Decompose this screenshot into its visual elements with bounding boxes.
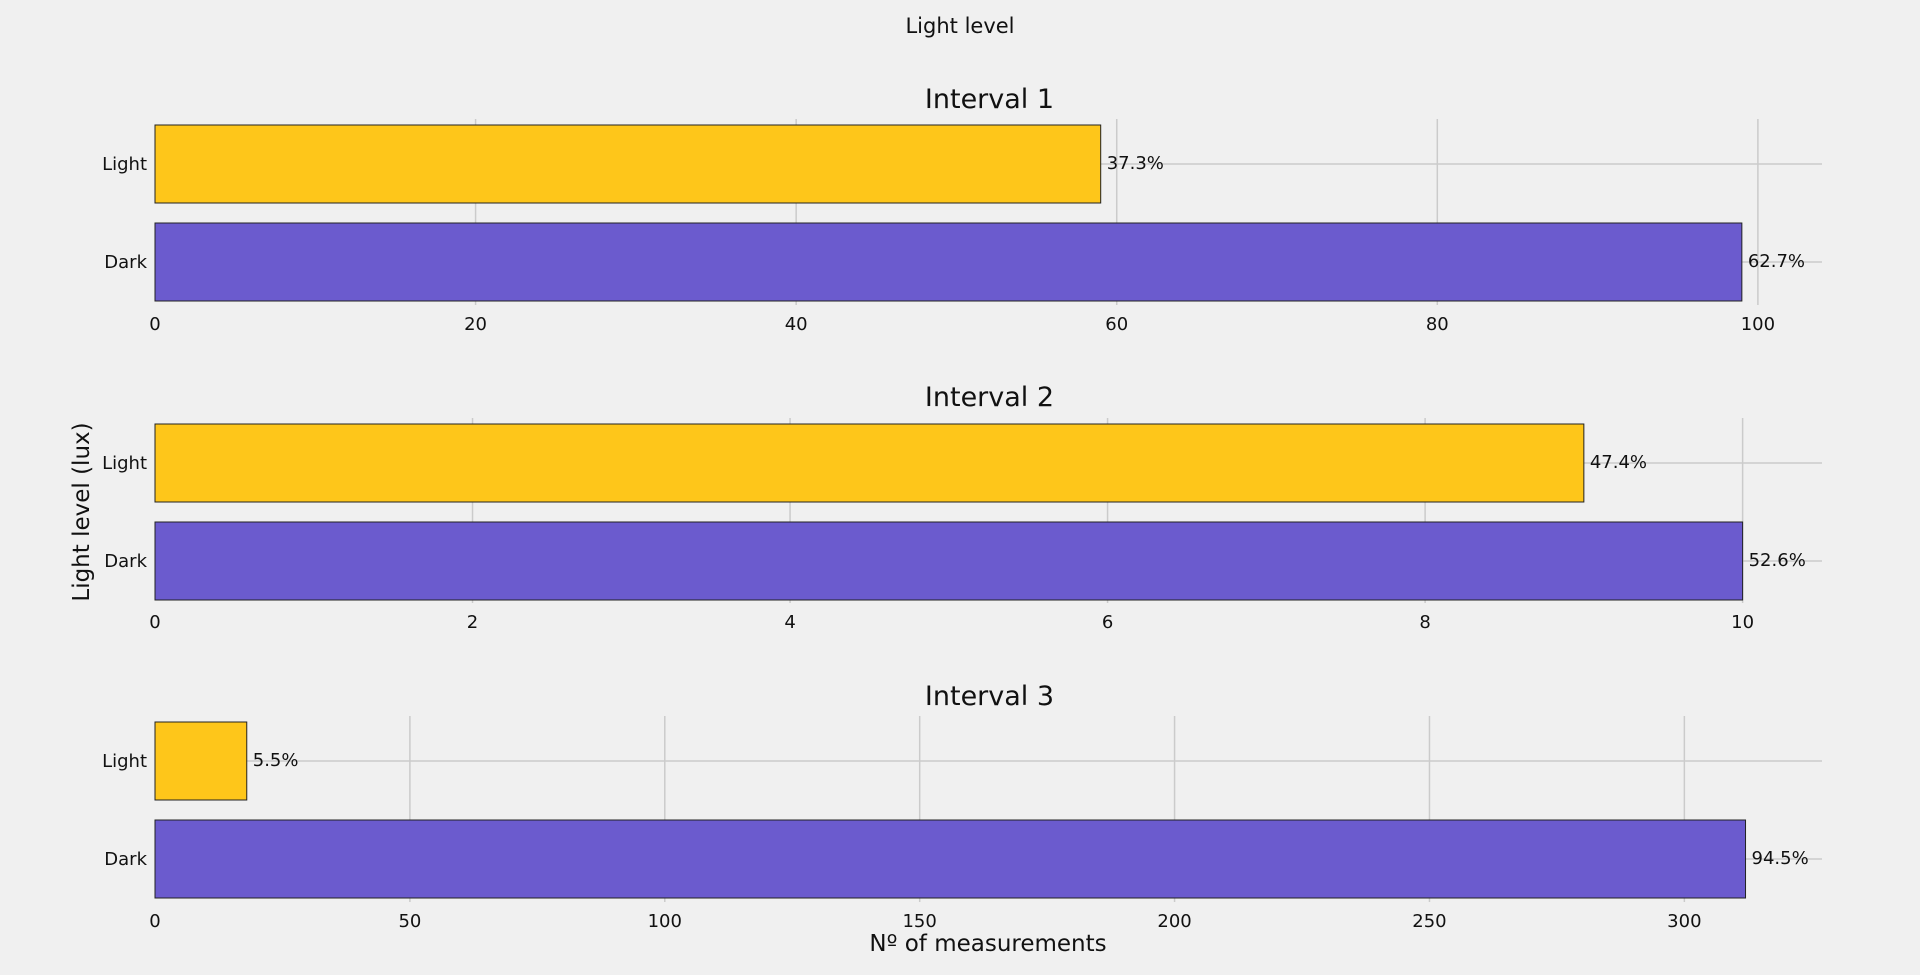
x-tick-label: 150 [902, 911, 936, 932]
x-tick-label: 4 [784, 612, 795, 633]
percent-label: 37.3% [1107, 153, 1164, 174]
dark-bar [154, 222, 1743, 302]
category-label: Light [102, 154, 147, 175]
category-label: Dark [104, 849, 147, 870]
x-tick-label: 0 [149, 612, 160, 633]
percent-label: 62.7% [1748, 251, 1805, 272]
panel-interval-2: Interval 2 Light 47.4% Dark 52.6% 0 2 4 6 8 10 [102, 382, 1822, 633]
x-tick-label: 0 [149, 911, 160, 932]
category-label: Dark [104, 551, 147, 572]
x-tick-label: 10 [1731, 612, 1754, 633]
light-bar [154, 124, 1102, 204]
x-tick-label: 50 [398, 911, 421, 932]
percent-label: 5.5% [253, 750, 299, 771]
x-tick-label: 100 [648, 911, 682, 932]
figure-title: Light level [905, 14, 1015, 38]
category-label: Dark [104, 252, 147, 273]
light-bar [154, 423, 1585, 503]
x-tick-label: 200 [1157, 911, 1191, 932]
x-axis-label: Nº of measurements [869, 931, 1107, 957]
panel-interval-3: Interval 3 Light 5.5% Dark 94.5% 0 50 100 150 200… [102, 681, 1822, 932]
x-tick-label: 20 [464, 314, 487, 335]
x-tick-label: 8 [1419, 612, 1430, 633]
panel-interval-1: Interval 1 Light 37.3% Dark 62.7% 0 20 40 60 80 10… [102, 84, 1822, 335]
x-tick-label: 2 [467, 612, 478, 633]
x-tick-label: 80 [1426, 314, 1449, 335]
x-tick-label: 60 [1105, 314, 1128, 335]
percent-label: 47.4% [1590, 452, 1647, 473]
percent-label: 94.5% [1752, 848, 1809, 869]
dark-bar [154, 521, 1744, 601]
x-tick-label: 0 [149, 314, 160, 335]
panel-title: Interval 1 [925, 84, 1054, 115]
percent-label: 52.6% [1749, 550, 1806, 571]
x-tick-label: 40 [785, 314, 808, 335]
dark-bar [154, 819, 1747, 899]
category-label: Light [102, 453, 147, 474]
x-tick-label: 300 [1667, 911, 1701, 932]
x-tick-label: 6 [1102, 612, 1113, 633]
light-bar [154, 721, 248, 801]
x-tick-label: 250 [1412, 911, 1446, 932]
panel-title: Interval 3 [925, 681, 1054, 712]
category-label: Light [102, 751, 147, 772]
panel-title: Interval 2 [925, 382, 1054, 413]
x-tick-label: 100 [1741, 314, 1775, 335]
